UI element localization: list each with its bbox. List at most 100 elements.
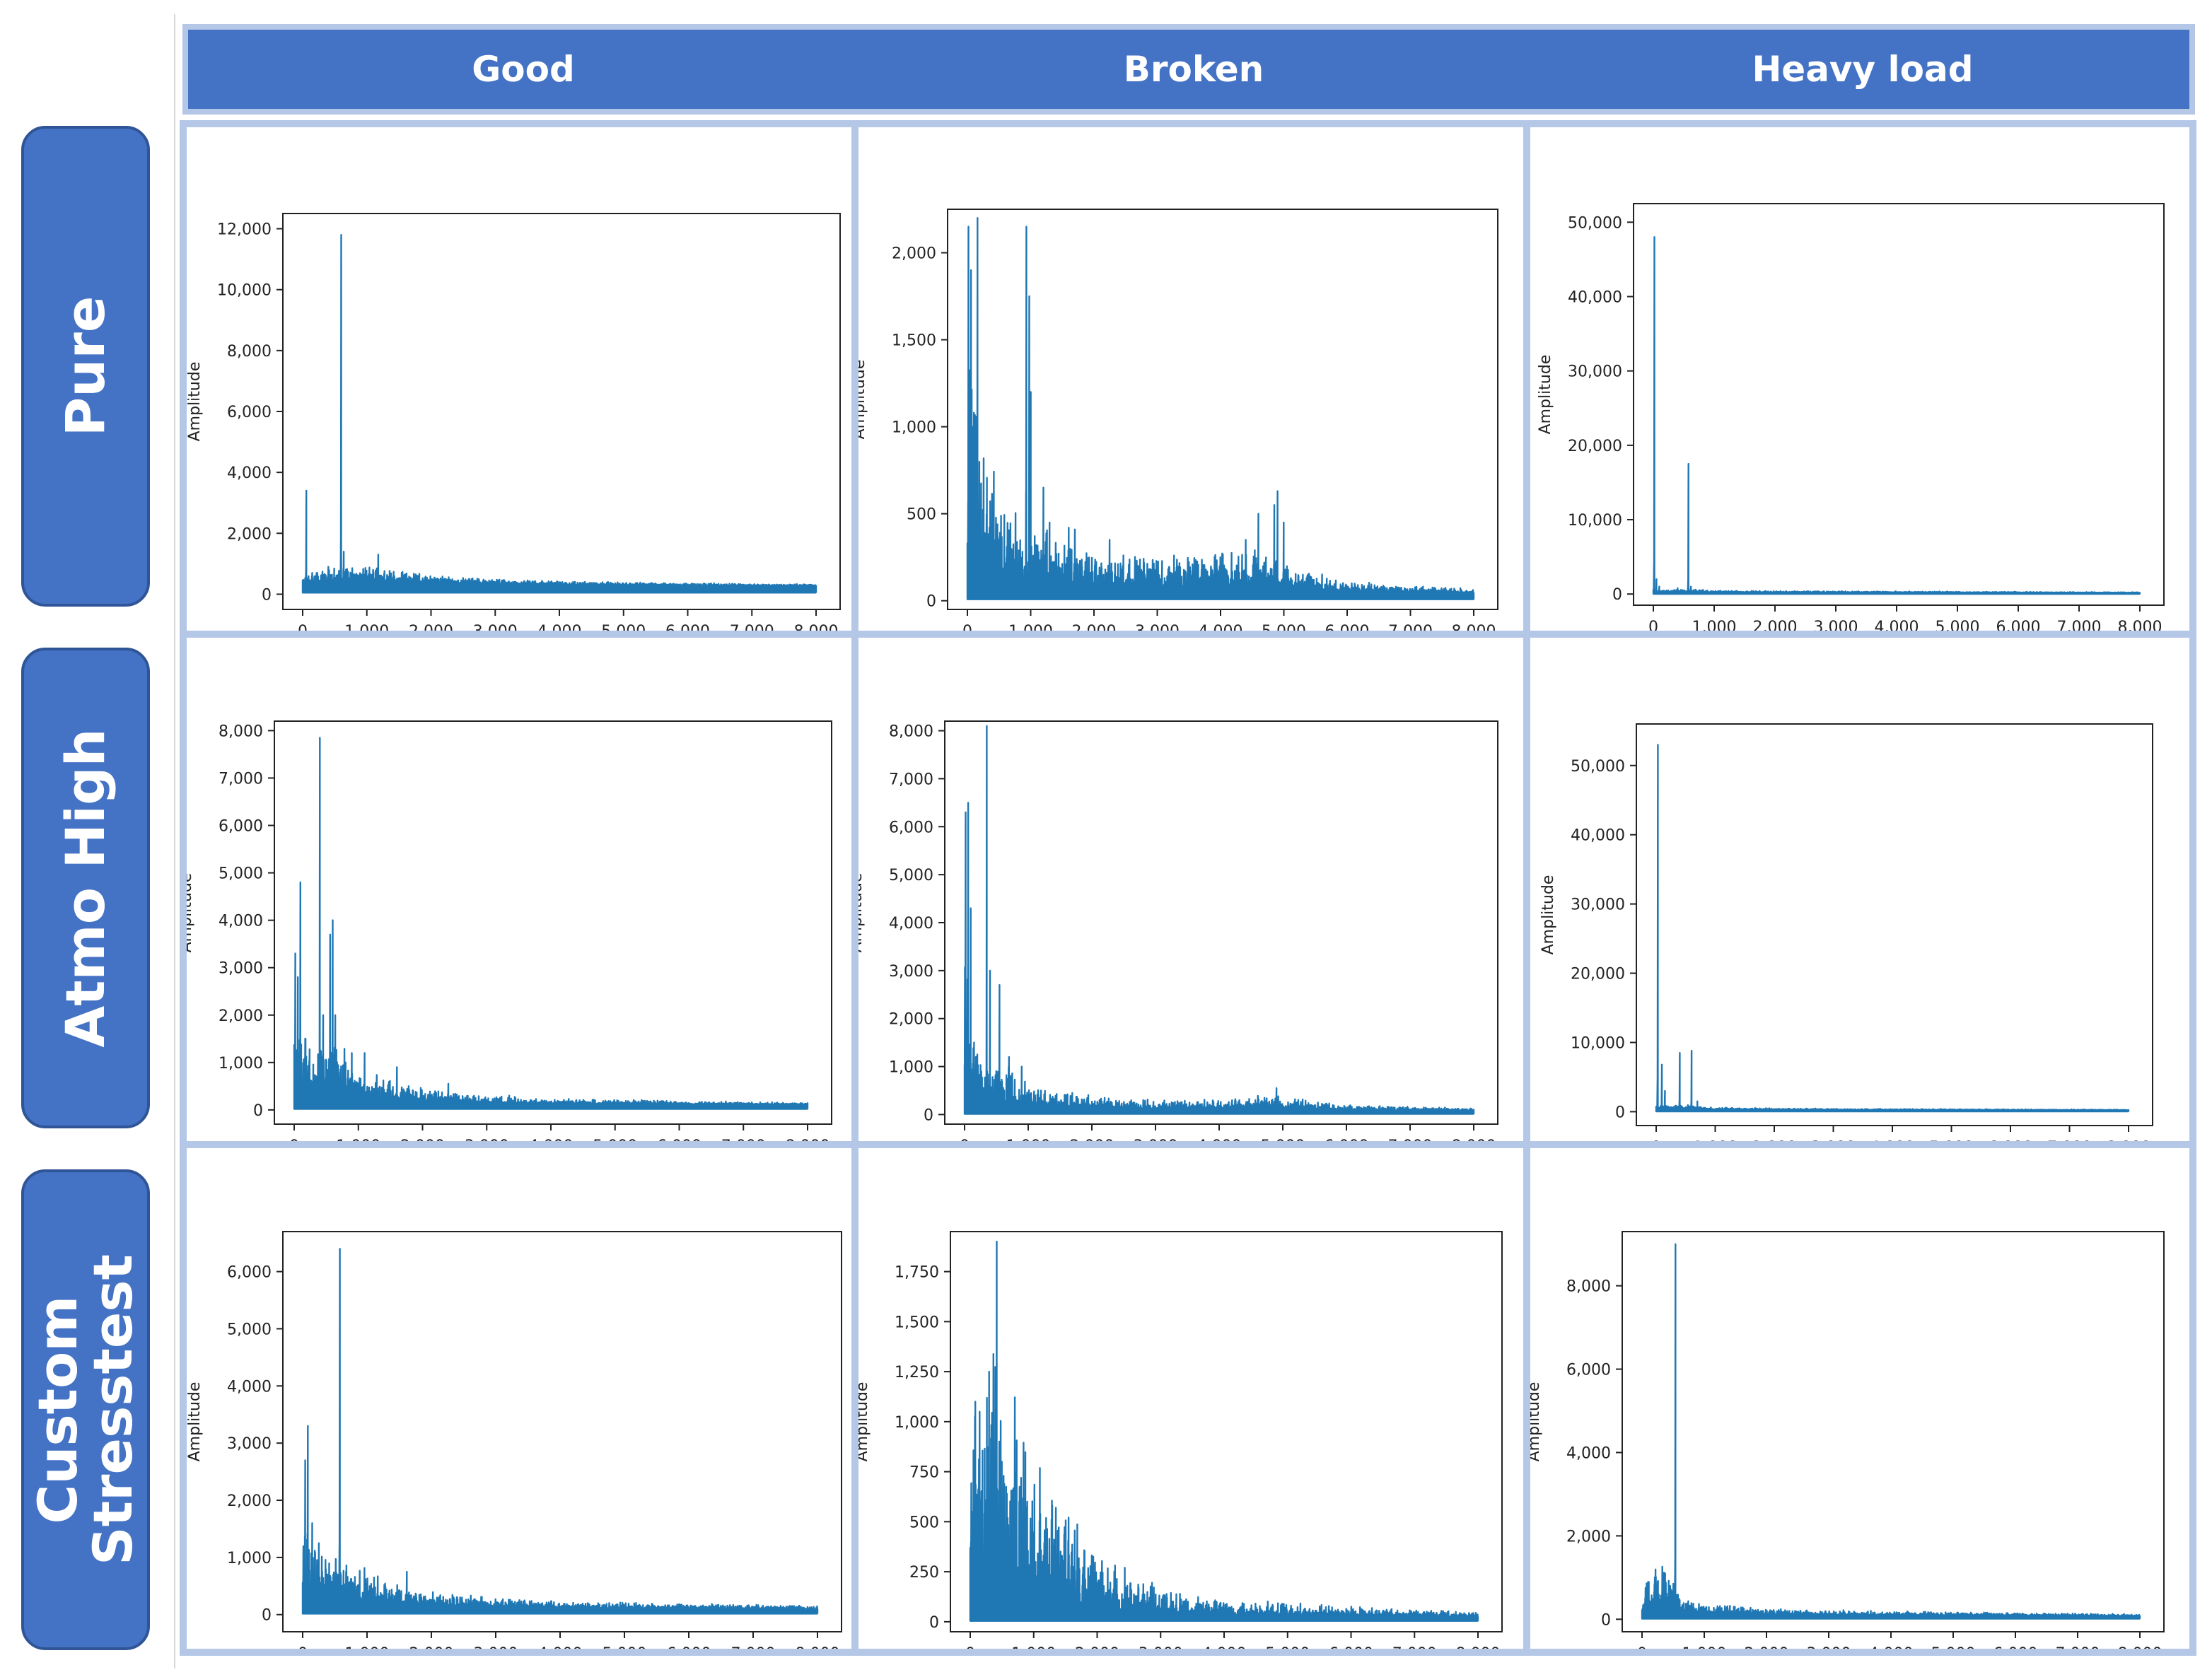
- axes-frame: [1636, 723, 2153, 1126]
- y-tick-label: 3,000: [227, 1435, 272, 1453]
- x-tick-label: 8,000: [2118, 619, 2162, 631]
- x-tick-label: 5,000: [1936, 619, 1980, 631]
- y-tick-label: 30,000: [1568, 363, 1622, 381]
- y-tick-label: 1,000: [219, 1055, 263, 1073]
- x-tick-label: 0: [1648, 619, 1658, 631]
- x-tick-label: 0: [965, 1645, 975, 1649]
- x-tick-label: 5,000: [601, 623, 646, 631]
- x-tick-label: 6,000: [1993, 1645, 2038, 1649]
- x-tick-label: 5,000: [1262, 623, 1306, 631]
- y-tick-label: 4,000: [227, 464, 272, 482]
- x-tick-label: 2,000: [409, 623, 453, 631]
- y-axis-label: Amplitude: [858, 873, 866, 953]
- x-tick-label: 5,000: [1265, 1645, 1310, 1649]
- y-tick-label: 8,000: [1566, 1278, 1611, 1296]
- y-axis-label: Amplitude: [187, 362, 204, 442]
- x-tick-label: 4,000: [1870, 1139, 1915, 1141]
- y-tick-label: 250: [909, 1564, 939, 1582]
- x-tick-label: 8,000: [796, 1645, 840, 1649]
- x-tick-label: 8,000: [1452, 1138, 1496, 1141]
- y-tick-label: 1,500: [892, 332, 936, 350]
- x-tick-label: 4,000: [529, 1138, 574, 1141]
- x-tick-label: 7,000: [2056, 1645, 2100, 1649]
- axes-frame: [1633, 203, 2165, 606]
- y-tick-label: 5,000: [889, 867, 933, 884]
- series-line: [1655, 744, 2130, 1113]
- y-tick-label: 40,000: [1568, 288, 1622, 306]
- y-tick-label: 20,000: [1571, 966, 1625, 983]
- series-line: [1641, 1243, 2141, 1620]
- x-tick-label: 3,000: [473, 623, 518, 631]
- y-tick-label: 50,000: [1568, 214, 1622, 232]
- y-tick-label: 0: [1612, 586, 1622, 604]
- column-header-bar: Good Broken Heavy load: [182, 24, 2195, 115]
- x-tick-label: 0: [960, 1138, 970, 1141]
- x-tick-label: 1,000: [1011, 1645, 1056, 1649]
- x-tick-label: 2,000: [1070, 1138, 1114, 1141]
- x-tick-label: 3,000: [1134, 1138, 1178, 1141]
- x-tick-label: 2,000: [1072, 623, 1117, 631]
- x-tick-label: 6,000: [665, 623, 710, 631]
- y-tick-label: 8,000: [219, 723, 263, 740]
- chart-svg: 0 1,000 2,000 3,000 4,000 5,000 6,000 7,000 8,00…: [858, 209, 1498, 631]
- x-tick-label: 8,000: [2118, 1645, 2162, 1649]
- y-tick-label: 1,000: [895, 1414, 939, 1432]
- y-tick-label: 2,000: [219, 1007, 263, 1025]
- y-tick-label: 0: [1615, 1104, 1625, 1121]
- x-tick-label: 7,000: [1388, 623, 1433, 631]
- y-tick-label: 12,000: [217, 221, 272, 239]
- y-tick-label: 6,000: [219, 818, 263, 836]
- x-tick-label: 4,000: [1197, 1138, 1242, 1141]
- y-axis-label: Amplitude: [187, 1382, 204, 1462]
- y-tick-label: 6,000: [227, 404, 272, 421]
- y-tick-label: 750: [909, 1464, 939, 1482]
- y-tick-label: 0: [253, 1102, 263, 1120]
- y-tick-label: 6,000: [1566, 1362, 1611, 1379]
- y-tick-label: 4,000: [219, 913, 263, 930]
- y-tick-label: 10,000: [1568, 512, 1622, 530]
- chart-svg: 0 1,000 2,000 3,000 4,000 5,000 6,000 7,000 8,00…: [187, 1231, 842, 1649]
- y-tick-label: 2,000: [889, 1011, 933, 1029]
- y-tick-label: 500: [909, 1514, 939, 1531]
- x-tick-label: 4,000: [537, 623, 582, 631]
- x-tick-label: 0: [1637, 1645, 1647, 1649]
- y-axis-label: Amplitude: [1530, 1382, 1543, 1462]
- y-tick-label: 0: [924, 1106, 933, 1124]
- y-tick-label: 1,750: [895, 1264, 939, 1282]
- series-line: [966, 217, 1475, 600]
- x-tick-label: 1,000: [1006, 1138, 1051, 1141]
- x-tick-label: 0: [1651, 1139, 1661, 1141]
- row-label-pure-text: Pure: [54, 296, 117, 437]
- panel-atmo-high-broken: 0 1,000 2,000 3,000 4,000 5,000 6,000 7,000 8,00…: [858, 638, 1523, 1141]
- y-tick-label: 1,250: [895, 1364, 939, 1381]
- y-tick-label: 10,000: [1571, 1034, 1625, 1052]
- x-tick-label: 4,000: [1199, 623, 1243, 631]
- y-tick-label: 0: [262, 1607, 272, 1625]
- x-tick-label: 5,000: [1261, 1138, 1305, 1141]
- x-tick-label: 8,000: [786, 1138, 830, 1141]
- y-axis-label: Amplitude: [858, 1382, 871, 1462]
- x-tick-label: 3,000: [1135, 623, 1180, 631]
- series-line: [301, 1248, 819, 1615]
- y-tick-label: 2,000: [227, 1492, 272, 1510]
- y-tick-label: 0: [1601, 1611, 1611, 1629]
- y-tick-label: 3,000: [889, 963, 933, 981]
- y-tick-label: 0: [926, 593, 936, 611]
- axes-frame: [950, 1231, 1503, 1632]
- chart-svg: 0 1,000 2,000 3,000 4,000 5,000 6,000 7,000 8,00…: [187, 720, 832, 1141]
- chart-svg: 0 1,000 2,000 3,000 4,000 5,000 6,000 7,000 8,00…: [1539, 723, 2153, 1141]
- x-tick-label: 2,000: [400, 1138, 445, 1141]
- y-tick-label: 50,000: [1571, 758, 1625, 776]
- x-tick-label: 1,000: [1682, 1645, 1727, 1649]
- x-tick-label: 4,000: [1869, 1645, 1914, 1649]
- y-tick-label: 500: [907, 506, 936, 524]
- x-tick-label: 4,000: [538, 1645, 583, 1649]
- x-tick-label: 6,000: [1325, 623, 1370, 631]
- y-tick-label: 0: [262, 586, 272, 604]
- x-tick-label: 2,000: [1745, 1645, 1789, 1649]
- y-tick-label: 2,000: [227, 525, 272, 543]
- y-tick-label: 8,000: [227, 343, 272, 361]
- axes-frame: [282, 1231, 842, 1632]
- y-tick-label: 5,000: [227, 1321, 272, 1338]
- column-header-broken: Broken: [1123, 49, 1264, 90]
